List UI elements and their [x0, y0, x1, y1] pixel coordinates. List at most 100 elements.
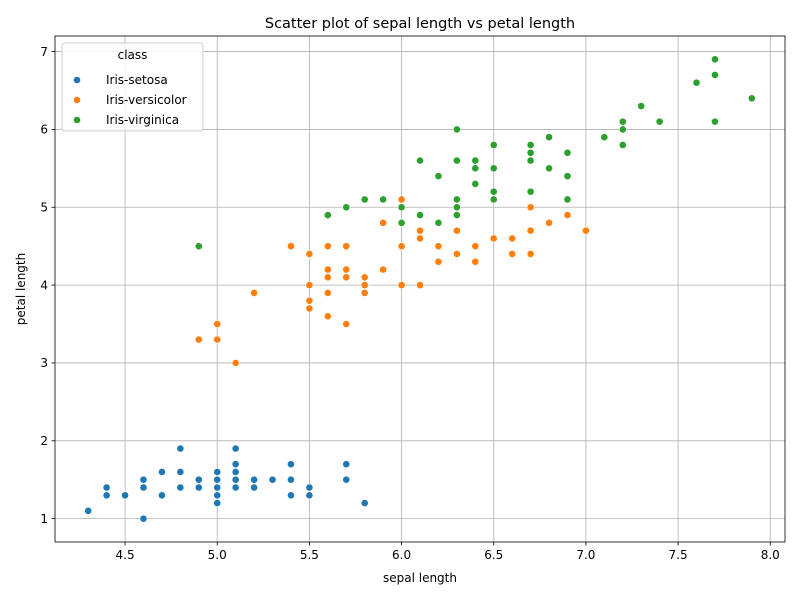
data-point: [323, 312, 332, 321]
data-point: [489, 164, 498, 173]
data-point: [305, 483, 314, 492]
data-point: [416, 234, 424, 243]
y-axis-label: petal length: [14, 253, 28, 325]
data-point: [360, 281, 369, 290]
data-point: [471, 257, 480, 266]
data-point: [342, 203, 351, 212]
data-point: [102, 483, 111, 492]
data-point: [416, 281, 424, 290]
data-point: [102, 491, 111, 500]
data-point: [305, 250, 314, 258]
y-tick-label: 1: [40, 512, 48, 526]
data-point: [434, 257, 443, 266]
data-point: [139, 514, 148, 523]
data-point: [360, 499, 369, 507]
data-point: [176, 444, 185, 453]
data-point: [213, 491, 222, 500]
x-tick-label: 8.0: [761, 548, 780, 562]
x-tick-label: 4.5: [116, 548, 135, 562]
data-point: [637, 102, 646, 110]
data-point: [563, 148, 572, 157]
data-point: [287, 475, 295, 484]
data-point: [287, 460, 295, 469]
legend-box: [61, 42, 204, 132]
data-point: [452, 195, 461, 204]
legend-marker: [73, 76, 81, 84]
data-point: [231, 444, 240, 453]
x-axis-label: sepal length: [383, 571, 457, 585]
data-point: [563, 211, 572, 219]
series-0: [84, 444, 369, 523]
data-point: [489, 187, 498, 196]
data-point: [323, 288, 332, 297]
data-point: [231, 468, 240, 476]
legend-label: Iris-setosa: [106, 73, 168, 87]
chart-title: Scatter plot of sepal length vs petal le…: [265, 16, 575, 32]
y-tick-label: 7: [40, 45, 48, 59]
legend-marker: [73, 96, 81, 104]
data-point: [342, 320, 351, 328]
data-point: [342, 475, 351, 484]
data-point: [489, 195, 498, 204]
data-point: [231, 359, 240, 367]
data-point: [305, 304, 314, 313]
y-tick-label: 4: [40, 278, 48, 292]
data-point: [231, 483, 240, 492]
data-point: [397, 195, 406, 204]
y-tick-label: 2: [40, 434, 48, 448]
data-point: [711, 71, 719, 79]
data-point: [582, 226, 590, 235]
x-tick-label: 6.0: [392, 548, 411, 562]
data-point: [231, 475, 240, 484]
data-point: [618, 125, 627, 134]
data-point: [471, 180, 480, 188]
data-point: [397, 203, 406, 212]
data-point: [213, 483, 222, 492]
data-point: [360, 288, 369, 297]
y-tick-label: 6: [40, 123, 48, 137]
data-point: [526, 203, 535, 212]
y-tick-label: 5: [40, 200, 48, 214]
data-point: [213, 499, 222, 507]
data-point: [471, 164, 480, 173]
data-point: [655, 117, 664, 126]
data-point: [342, 460, 351, 469]
data-point: [397, 281, 406, 290]
series-1: [194, 195, 590, 367]
legend-items: Iris-setosa Iris-versicolor Iris-virginica: [73, 73, 187, 127]
data-points: [84, 55, 756, 523]
data-point: [489, 234, 498, 243]
data-point: [84, 506, 93, 515]
data-point: [323, 242, 332, 251]
data-point: [194, 483, 203, 492]
data-point: [323, 265, 332, 274]
data-point: [194, 335, 203, 344]
data-point: [526, 156, 535, 165]
legend-title: class: [118, 48, 148, 62]
data-point: [323, 211, 332, 219]
data-point: [213, 475, 222, 484]
data-point: [287, 242, 295, 251]
data-point: [526, 250, 535, 258]
data-point: [139, 483, 148, 492]
data-point: [471, 156, 480, 165]
data-point: [250, 483, 258, 492]
data-point: [711, 55, 719, 64]
data-point: [342, 273, 351, 282]
data-point: [250, 288, 258, 297]
x-axis-ticks: 4.5 5.0 5.5 6.0 6.5 7.0 7.5 8.0: [116, 542, 780, 562]
data-point: [379, 195, 388, 204]
data-point: [342, 265, 351, 274]
data-point: [287, 491, 295, 500]
data-point: [545, 218, 553, 227]
data-point: [379, 218, 388, 227]
data-point: [545, 164, 553, 173]
data-point: [213, 468, 222, 476]
data-point: [416, 226, 424, 235]
data-point: [526, 148, 535, 157]
data-point: [489, 141, 498, 149]
data-point: [747, 94, 756, 103]
data-point: [563, 172, 572, 181]
data-point: [452, 250, 461, 258]
